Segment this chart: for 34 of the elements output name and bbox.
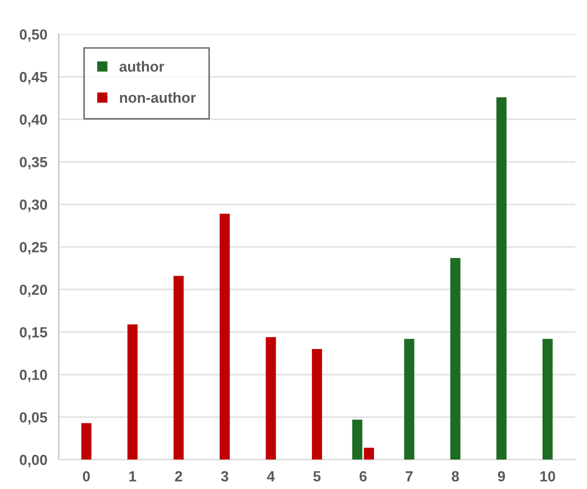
bar bbox=[127, 324, 138, 460]
bar bbox=[266, 337, 276, 460]
x-tick-label: 10 bbox=[540, 471, 556, 482]
bar bbox=[312, 349, 322, 460]
x-tick-label: 1 bbox=[129, 471, 136, 482]
y-tick-label: 0,15 bbox=[20, 327, 48, 340]
y-tick-label: 0,25 bbox=[20, 242, 48, 254]
y-tick-label: 0,10 bbox=[20, 370, 47, 382]
x-tick-label: 9 bbox=[498, 471, 505, 482]
bar bbox=[542, 338, 553, 460]
bar bbox=[174, 276, 184, 460]
legend-label: author bbox=[120, 61, 164, 72]
x-tick-label: 2 bbox=[175, 471, 182, 482]
x-tick-label: 3 bbox=[221, 471, 228, 482]
y-tick-label: 0,35 bbox=[20, 156, 48, 170]
x-tick-label: 7 bbox=[406, 471, 413, 482]
x-tick-label: 5 bbox=[313, 471, 321, 482]
y-tick-label: 0,00 bbox=[20, 454, 47, 468]
bar bbox=[81, 423, 92, 460]
x-tick-label: 4 bbox=[267, 471, 275, 482]
y-tick-label: 0,50 bbox=[20, 29, 47, 42]
x-tick-label: 8 bbox=[452, 471, 459, 482]
y-tick-label: 0,30 bbox=[20, 200, 47, 212]
y-tick-label: 0,20 bbox=[20, 284, 47, 298]
bar bbox=[450, 258, 460, 460]
bar bbox=[404, 338, 414, 460]
x-tick-label: 0 bbox=[82, 471, 90, 482]
y-tick-label: 0,45 bbox=[20, 72, 48, 84]
bar bbox=[220, 214, 230, 460]
x-tick-label: 6 bbox=[360, 471, 367, 482]
y-tick-label: 0,40 bbox=[20, 114, 47, 127]
legend-label: non-author bbox=[120, 92, 196, 103]
y-tick-label: 0,05 bbox=[20, 412, 48, 425]
bar bbox=[496, 97, 507, 460]
